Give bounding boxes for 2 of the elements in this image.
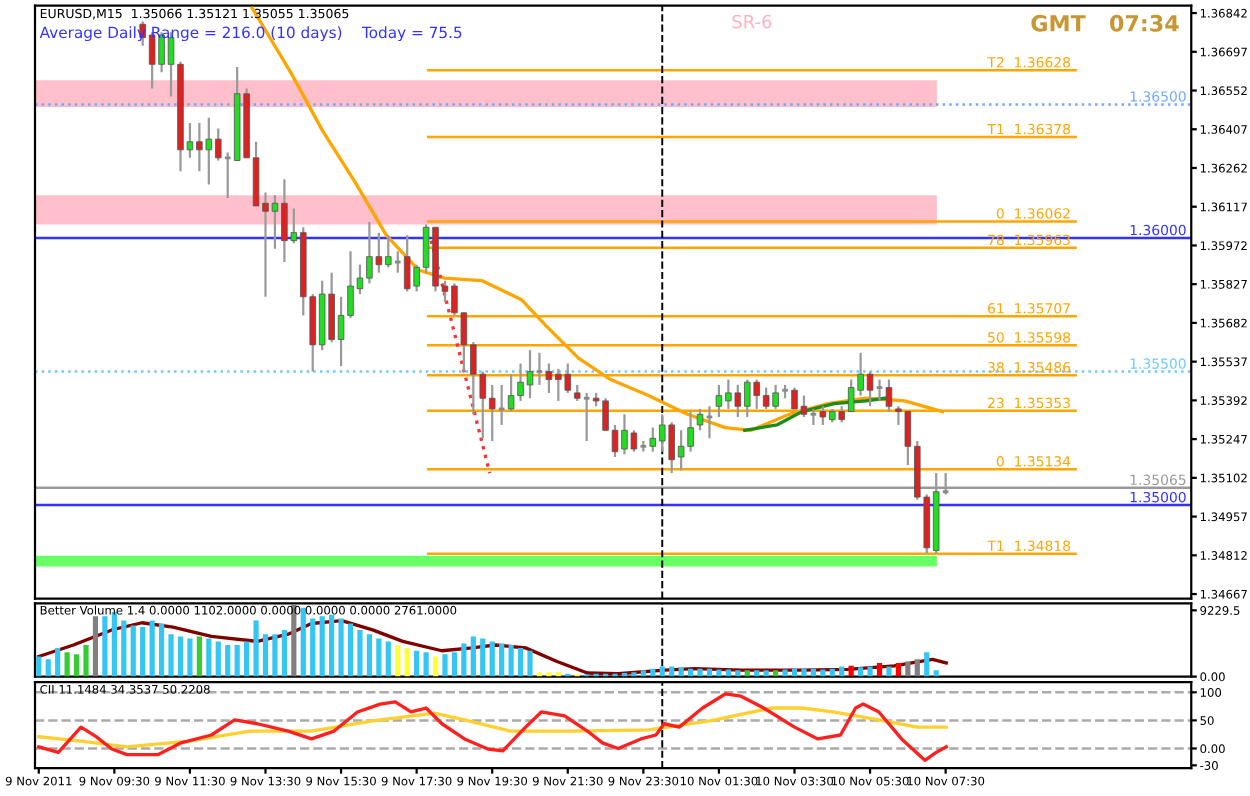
annotation: GMT 07:34 xyxy=(1031,14,1179,32)
annotation: SR-6 xyxy=(732,14,772,29)
